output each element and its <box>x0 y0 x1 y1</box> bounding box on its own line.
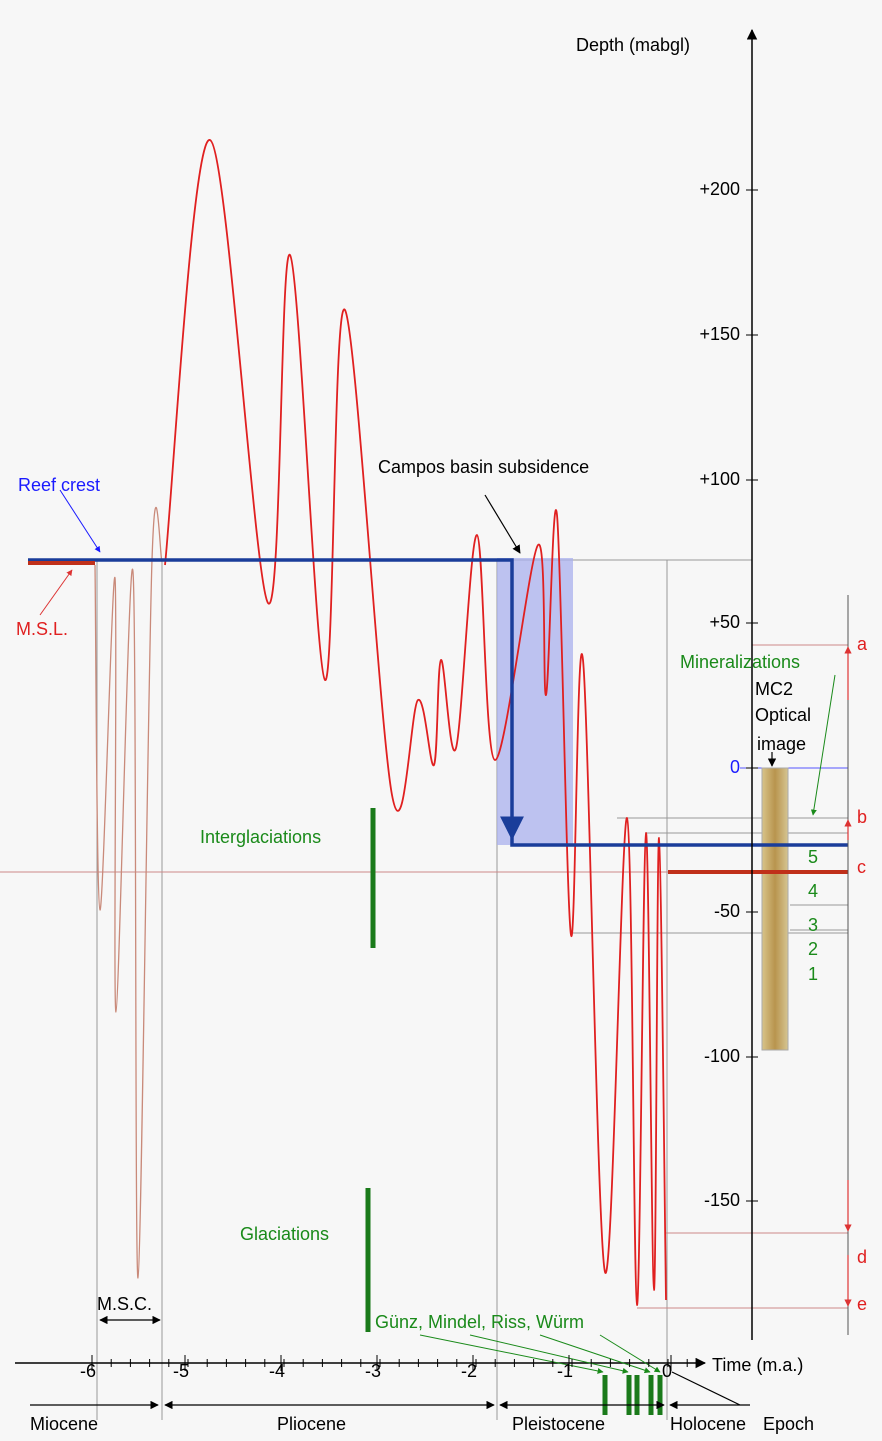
pointer-arrows <box>30 494 777 1410</box>
subsidence-label: Campos basin subsidence <box>378 457 589 477</box>
core-label: Optical <box>755 705 811 725</box>
mineralization-number: 3 <box>808 915 818 935</box>
mineralization-number: 1 <box>808 964 818 984</box>
y-tick-label: 0 <box>730 757 740 777</box>
mineralizations-label: Mineralizations <box>680 652 800 672</box>
x-tick-label: -6 <box>80 1361 96 1381</box>
reef-crest-line <box>28 558 848 847</box>
core-label: image <box>757 734 806 754</box>
y-tick-label: +200 <box>699 179 740 199</box>
mineralization-number: 2 <box>808 939 818 959</box>
msc-label: M.S.C. <box>97 1294 152 1314</box>
level-letter: e <box>857 1294 867 1314</box>
y-tick-label: +50 <box>709 612 740 632</box>
reef-arrow <box>59 489 101 553</box>
glaciations-label: Glaciations <box>240 1224 329 1244</box>
subsidence-area <box>497 558 573 845</box>
mineralization-number: 4 <box>808 881 818 901</box>
msl-label: M.S.L. <box>16 619 68 639</box>
x-tick-label: -3 <box>365 1361 381 1381</box>
x-tick-label: -1 <box>557 1361 573 1381</box>
level-letter: d <box>857 1247 867 1267</box>
mineralization-number: 5 <box>808 847 818 867</box>
epoch-name: Pliocene <box>277 1414 346 1434</box>
core-label: MC2 <box>755 679 793 699</box>
epoch-name: Holocene <box>670 1414 746 1434</box>
sea-level-curve <box>164 139 667 1306</box>
x-tick-label: -4 <box>269 1361 285 1381</box>
x-axis-label: Time (m.a.) <box>712 1355 803 1375</box>
y-tick-label: -150 <box>704 1190 740 1210</box>
y-tick-label: -100 <box>704 1046 740 1066</box>
msc-curve <box>94 506 163 1279</box>
reef-crest-label: Reef crest <box>18 475 100 495</box>
y-tick-label: +100 <box>699 469 740 489</box>
epoch-name: Miocene <box>30 1414 98 1434</box>
y-tick-label: -50 <box>714 901 740 921</box>
level-letter: b <box>857 807 867 827</box>
x-tick-label: 0 <box>662 1361 672 1381</box>
core-image <box>761 767 789 1051</box>
interglaciations-label: Interglaciations <box>200 827 321 847</box>
epoch-name: Pleistocene <box>512 1414 605 1434</box>
level-letter: c <box>857 857 866 877</box>
glacial-stages-label: Günz, Mindel, Riss, Würm <box>375 1312 584 1332</box>
epoch-label: Epoch <box>763 1414 814 1434</box>
y-tick-label: +150 <box>699 324 740 344</box>
y-axis-label: Depth (mabgl) <box>576 35 690 55</box>
x-tick-label: -5 <box>173 1361 189 1381</box>
msl-arrow <box>39 569 73 616</box>
level-letter: a <box>857 634 868 654</box>
x-tick-label: -2 <box>461 1361 477 1381</box>
